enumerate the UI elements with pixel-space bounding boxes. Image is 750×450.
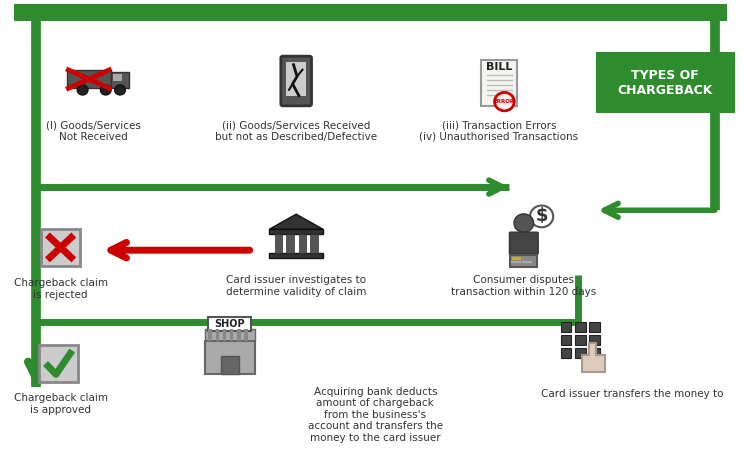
FancyBboxPatch shape bbox=[560, 322, 572, 332]
FancyBboxPatch shape bbox=[560, 348, 572, 359]
FancyBboxPatch shape bbox=[269, 252, 323, 257]
FancyBboxPatch shape bbox=[205, 329, 255, 341]
FancyBboxPatch shape bbox=[244, 329, 248, 341]
FancyBboxPatch shape bbox=[574, 348, 586, 359]
Text: (I) Goods/Services
Not Received: (I) Goods/Services Not Received bbox=[46, 120, 141, 142]
FancyBboxPatch shape bbox=[589, 322, 600, 332]
FancyBboxPatch shape bbox=[298, 234, 306, 252]
FancyBboxPatch shape bbox=[39, 345, 78, 382]
Circle shape bbox=[115, 85, 125, 95]
Text: Chargeback claim
is rejected: Chargeback claim is rejected bbox=[13, 278, 108, 300]
Text: Card issuer investigates to
determine validity of claim: Card issuer investigates to determine va… bbox=[226, 275, 366, 297]
Polygon shape bbox=[269, 214, 323, 229]
Text: ERROR: ERROR bbox=[494, 99, 515, 104]
FancyBboxPatch shape bbox=[223, 329, 226, 341]
Text: Consumer disputes
transaction within 120 days: Consumer disputes transaction within 120… bbox=[452, 275, 596, 297]
FancyBboxPatch shape bbox=[205, 341, 255, 374]
Text: Chargeback claim
is approved: Chargeback claim is approved bbox=[13, 393, 108, 415]
FancyBboxPatch shape bbox=[286, 62, 306, 95]
Text: TYPES OF
CHARGEBACK: TYPES OF CHARGEBACK bbox=[618, 69, 713, 97]
FancyBboxPatch shape bbox=[574, 322, 586, 332]
FancyBboxPatch shape bbox=[269, 229, 323, 234]
Text: Acquiring bank deducts
amount of chargeback
from the business's
account and tran: Acquiring bank deducts amount of chargeb… bbox=[308, 387, 443, 443]
FancyBboxPatch shape bbox=[509, 232, 538, 254]
Circle shape bbox=[514, 214, 533, 232]
FancyBboxPatch shape bbox=[111, 72, 129, 88]
Text: (iii) Transaction Errors
(iv) Unauthorised Transactions: (iii) Transaction Errors (iv) Unauthoris… bbox=[419, 120, 578, 142]
Text: SHOP: SHOP bbox=[214, 319, 245, 329]
FancyBboxPatch shape bbox=[310, 234, 317, 252]
FancyBboxPatch shape bbox=[237, 329, 241, 341]
FancyBboxPatch shape bbox=[67, 70, 111, 88]
FancyBboxPatch shape bbox=[286, 234, 293, 252]
FancyBboxPatch shape bbox=[215, 329, 219, 341]
FancyBboxPatch shape bbox=[596, 53, 734, 113]
Circle shape bbox=[100, 85, 111, 95]
FancyBboxPatch shape bbox=[512, 256, 521, 260]
FancyBboxPatch shape bbox=[511, 255, 537, 266]
FancyBboxPatch shape bbox=[230, 329, 233, 341]
FancyBboxPatch shape bbox=[221, 356, 238, 374]
FancyBboxPatch shape bbox=[482, 60, 517, 106]
Circle shape bbox=[494, 92, 514, 111]
FancyBboxPatch shape bbox=[14, 4, 727, 21]
FancyBboxPatch shape bbox=[41, 229, 80, 266]
FancyBboxPatch shape bbox=[209, 317, 251, 331]
FancyBboxPatch shape bbox=[589, 335, 600, 345]
Text: Card issuer transfers the money to: Card issuer transfers the money to bbox=[542, 389, 724, 400]
Text: $: $ bbox=[536, 207, 548, 225]
Text: (ii) Goods/Services Received
but not as Described/Defective: (ii) Goods/Services Received but not as … bbox=[215, 120, 377, 142]
FancyBboxPatch shape bbox=[589, 348, 600, 359]
Text: BILL: BILL bbox=[486, 62, 512, 72]
Polygon shape bbox=[582, 342, 605, 372]
FancyBboxPatch shape bbox=[113, 74, 122, 81]
FancyBboxPatch shape bbox=[280, 56, 311, 106]
FancyBboxPatch shape bbox=[574, 335, 586, 345]
FancyBboxPatch shape bbox=[209, 329, 212, 341]
Circle shape bbox=[530, 206, 554, 227]
Circle shape bbox=[77, 85, 88, 95]
FancyBboxPatch shape bbox=[560, 335, 572, 345]
FancyBboxPatch shape bbox=[274, 234, 282, 252]
